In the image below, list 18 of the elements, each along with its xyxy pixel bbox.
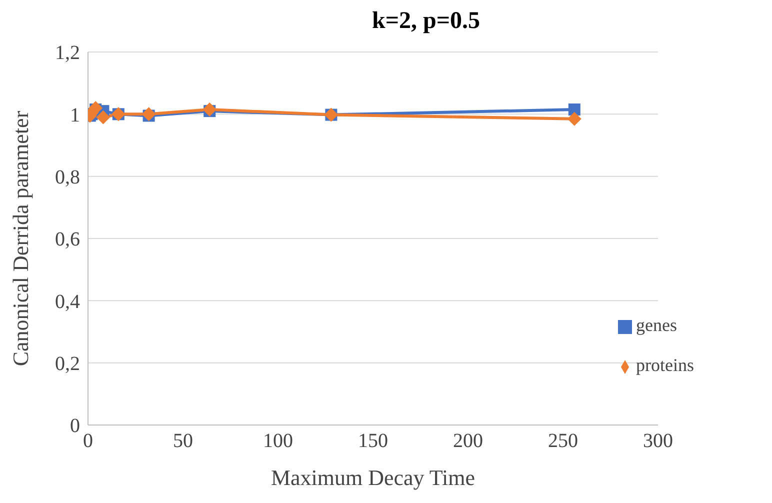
y-tick-label: 1,2 — [55, 42, 80, 64]
x-tick-label: 200 — [453, 430, 483, 452]
y-tick-label: 0,6 — [55, 228, 80, 251]
x-tick-label: 50 — [173, 430, 193, 452]
x-tick-label: 250 — [548, 430, 578, 452]
y-axis-title: Canonical Derrida parameter — [8, 110, 33, 366]
x-tick-label: 150 — [358, 430, 388, 452]
x-tick-label: 100 — [263, 430, 293, 452]
legend-label: proteins — [636, 355, 694, 375]
y-tick-label: 0,4 — [55, 290, 80, 313]
chart-title: k=2, p=0.5 — [370, 8, 482, 36]
y-tick-label: 0 — [70, 415, 80, 438]
legend-label: genes — [636, 315, 677, 335]
x-tick-label: 300 — [643, 430, 673, 452]
y-tick-label: 1 — [70, 104, 80, 126]
y-tick-label: 0,8 — [55, 166, 80, 188]
x-axis-title: Maximum Decay Time — [270, 465, 476, 490]
y-tick-label: 0,2 — [55, 352, 80, 375]
